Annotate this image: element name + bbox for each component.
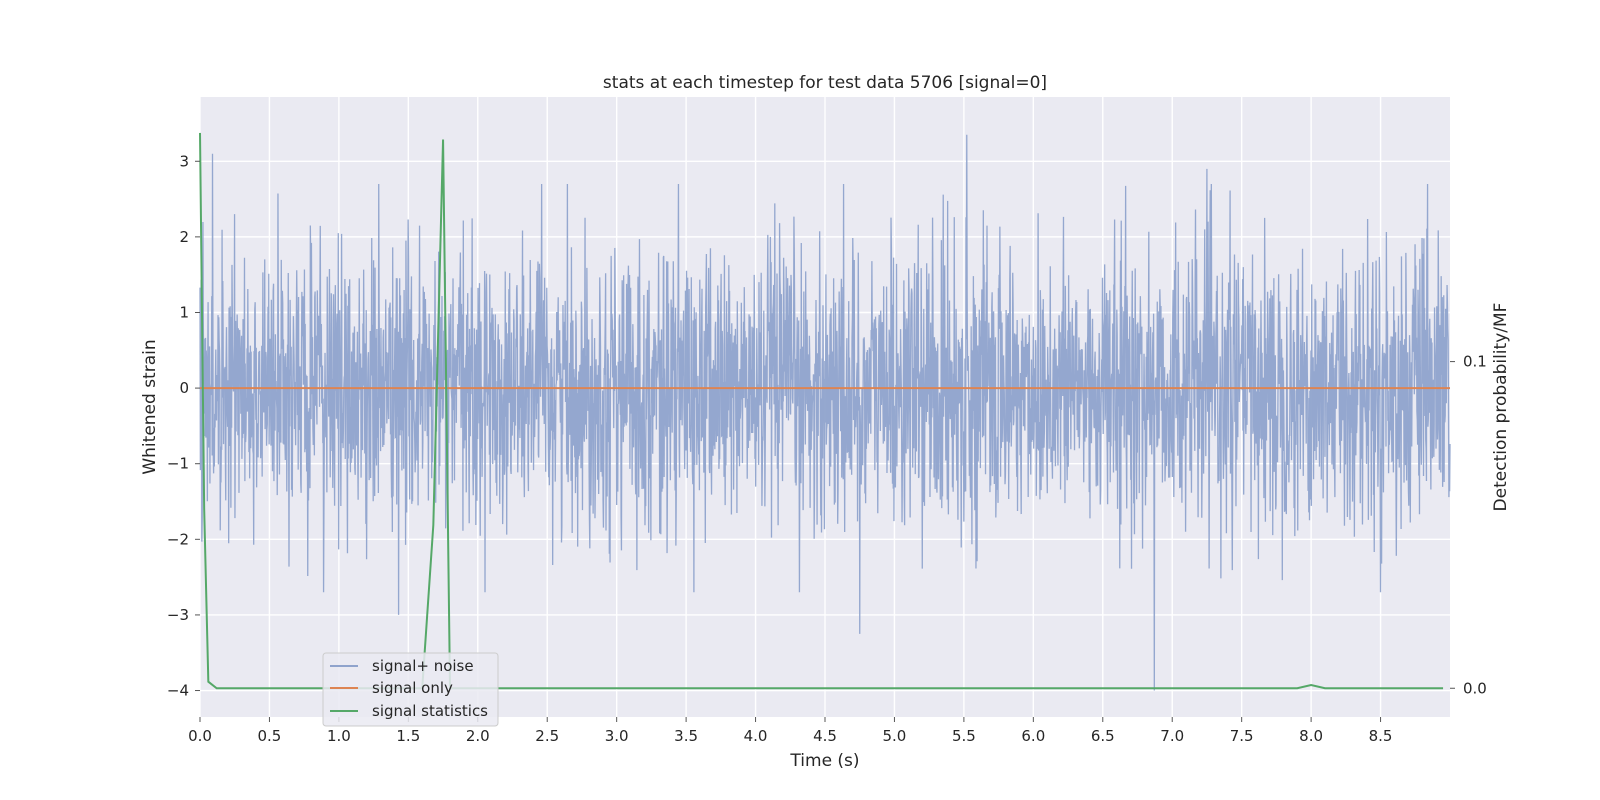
x-tick-label: 4.5 [813,727,837,745]
y2-tick-label: 0.0 [1463,679,1487,697]
x-tick-label: 3.0 [605,727,629,745]
legend-label-signal-statistics: signal statistics [372,702,488,720]
x-tick-label: 7.0 [1160,727,1184,745]
x-tick-label: 1.5 [396,727,420,745]
x-tick-label: 5.5 [952,727,976,745]
legend-box [322,652,499,727]
x-tick-label: 7.5 [1230,727,1254,745]
y-axis-label: Whitened strain [140,339,160,474]
y-tick-label: 2 [179,228,189,246]
y-axis-ticks: 3 2 1 0 −1 −2 −3 −4 [167,152,200,700]
x-tick-label: 1.0 [327,727,351,745]
y-tick-label: 3 [179,152,189,170]
y-tick-label: −2 [167,530,189,548]
y-tick-label: −4 [167,682,189,700]
x-tick-label: 4.0 [744,727,768,745]
legend-label-signal-only: signal only [372,679,453,697]
series-signal-statistics [199,132,1444,690]
x-tick-label: 0.0 [188,727,212,745]
legend: signal+ noise signal only signal statist… [322,652,499,727]
y-tick-label: 0 [179,379,189,397]
y-tick-label: 1 [179,303,189,321]
y-tick-label: −1 [167,455,189,473]
x-tick-label: 0.5 [258,727,282,745]
y2-axis-label: Detection probability/MF [1491,303,1511,512]
x-tick-label: 2.0 [466,727,490,745]
x-tick-label: 6.5 [1091,727,1115,745]
chart-title: stats at each timestep for test data 570… [603,73,1047,93]
x-tick-label: 2.5 [535,727,559,745]
y2-tick-label: 0.1 [1463,353,1487,371]
x-axis-ticks: 0.0 0.5 1.0 1.5 2.0 2.5 3.0 3.5 4.0 4.5 5.0 5.5 6.0 6… [188,717,1392,745]
x-tick-label: 6.0 [1021,727,1045,745]
x-tick-label: 8.0 [1299,727,1323,745]
signal-statistics-line [199,132,1444,690]
signal-noise-line [199,134,1451,691]
y-tick-label: −3 [167,606,189,624]
x-tick-label: 5.0 [883,727,907,745]
x-tick-label: 8.5 [1369,727,1393,745]
legend-label-signal-noise: signal+ noise [372,657,474,675]
x-axis-label: Time (s) [789,751,859,771]
series-signal-noise [199,134,1451,691]
x-tick-label: 3.5 [674,727,698,745]
y2-axis-ticks: 0.1 0.0 [1450,353,1487,697]
